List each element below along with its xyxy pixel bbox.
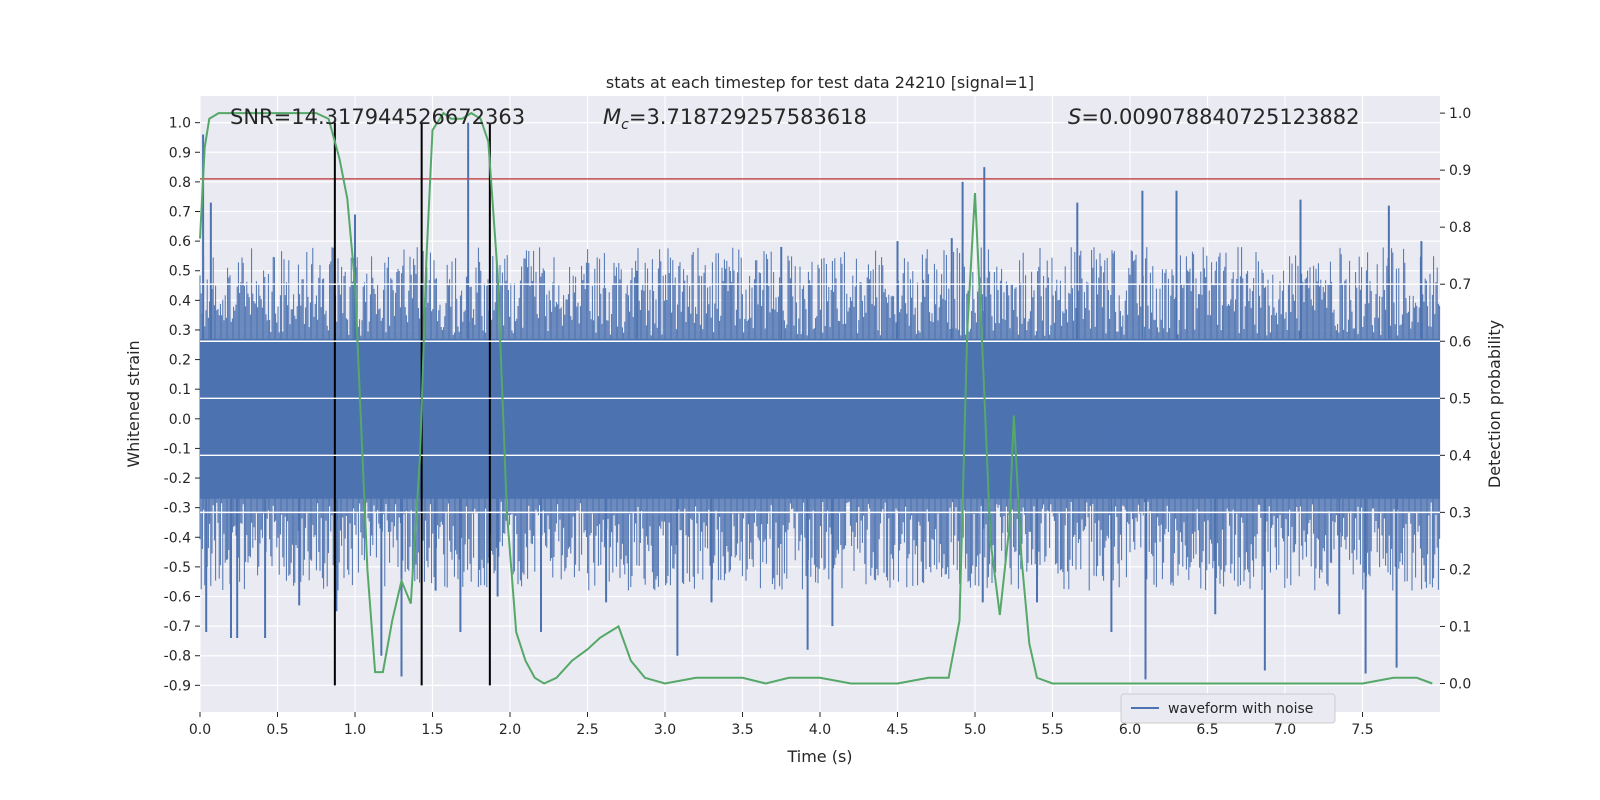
tick-label-y-left: -0.7 (164, 619, 191, 635)
tick-label-x: 0.0 (189, 722, 211, 738)
tick-label-y-left: 0.0 (169, 412, 191, 428)
tick-label-y-right: 0.2 (1449, 562, 1471, 578)
mc-value: 3.718729257583618 (646, 105, 866, 129)
tick-label-y-left: -0.3 (164, 501, 191, 517)
tick-label-y-right: 0.4 (1449, 448, 1471, 464)
right-axis-grid (200, 283, 1440, 514)
tick-label-y-left: -0.9 (164, 678, 191, 694)
tick-label-x: 7.0 (1274, 722, 1296, 738)
detection-probability-line (199, 111, 1433, 685)
tick-label-y-right: 0.7 (1449, 277, 1471, 293)
mc-annotation: Mc=3.718729257583618 (603, 105, 867, 133)
tick-label-y-right: 0.6 (1449, 334, 1471, 350)
waveform-series (199, 122, 1441, 680)
tick-label-x: 4.5 (886, 722, 908, 738)
snr-label: SNR (230, 105, 274, 129)
tick-label-y-right: 0.5 (1449, 391, 1471, 407)
tick-label-y-left: -0.5 (164, 560, 191, 576)
tick-label-y-left: 0.2 (169, 353, 191, 369)
x-axis-ticks: 0.0 0.5 1.0 1.5 2.0 2.5 3.0 3.5 4.0 4.5 5.0 5.5 6.0 6… (189, 712, 1374, 738)
tick-label-y-left: 0.4 (169, 293, 191, 309)
tick-label-x: 6.0 (1119, 722, 1141, 738)
x-axis-label: Time (s) (786, 747, 852, 766)
tick-label-y-right: 0.9 (1449, 163, 1471, 179)
legend-box (1120, 693, 1336, 724)
tick-label-x: 3.0 (654, 722, 676, 738)
tick-label-y-right: 1.0 (1449, 106, 1471, 122)
tick-label-y-right: 0.8 (1449, 220, 1471, 236)
tick-label-y-left: 0.3 (169, 323, 191, 339)
mc-subscript: c (621, 117, 629, 133)
tick-label-y-left: -0.6 (164, 590, 191, 606)
tick-label-y-left: 0.7 (169, 205, 191, 221)
tick-label-y-left: 1.0 (169, 116, 191, 132)
tick-label-x: 3.5 (731, 722, 753, 738)
tick-label-x: 5.0 (964, 722, 986, 738)
snr-value: 14.317944526672363 (291, 105, 525, 129)
tick-label-x: 4.0 (809, 722, 831, 738)
tick-label-y-left: 0.5 (169, 264, 191, 280)
tick-label-y-left: 0.9 (169, 145, 191, 161)
snr-annotation: SNR=14.317944526672363 (230, 105, 525, 129)
tick-label-y-left: 0.6 (169, 234, 191, 250)
tick-label-x: 6.5 (1196, 722, 1218, 738)
legend-entry-waveform: waveform with noise (1168, 701, 1313, 717)
tick-label-y-right: 0.1 (1449, 619, 1471, 635)
s-annotation: S=0.009078840725123882 (1068, 105, 1359, 129)
tick-label-x: 0.5 (266, 722, 288, 738)
tick-label-x: 2.0 (499, 722, 521, 738)
tick-label-y-left: 0.8 (169, 175, 191, 191)
tick-label-x: 5.5 (1041, 722, 1063, 738)
s-label: S (1068, 105, 1081, 129)
tick-label-x: 7.5 (1351, 722, 1373, 738)
legend: waveform with noise (1120, 693, 1336, 724)
chart-title: stats at each timestep for test data 242… (606, 73, 1034, 92)
y-left-axis-label: Whitened strain (124, 340, 143, 467)
tick-label-y-right: 0.0 (1449, 676, 1471, 692)
tick-label-y-left: -0.8 (164, 649, 191, 665)
y-left-axis-ticks: 1.0 0.9 0.8 0.7 0.6 0.5 0.4 0.3 0.2 0.1 0.0 -0.1 -0.… (164, 116, 200, 694)
y-right-axis-ticks: 1.0 0.9 0.8 0.7 0.6 0.5 0.4 0.3 0.2 0.1 0.0 (1440, 106, 1471, 692)
tick-label-y-left: -0.2 (164, 471, 191, 487)
tick-label-y-left: -0.1 (164, 441, 191, 457)
tick-label-y-left: -0.4 (164, 530, 191, 546)
mc-label: M (603, 105, 621, 129)
s-value: 0.009078840725123882 (1099, 105, 1360, 129)
tick-label-x: 2.5 (576, 722, 598, 738)
y-right-axis-label: Detection probability (1485, 320, 1504, 488)
tick-label-y-left: 0.1 (169, 382, 191, 398)
tick-label-x: 1.5 (421, 722, 443, 738)
tick-label-x: 1.0 (344, 722, 366, 738)
tick-label-y-right: 0.3 (1449, 505, 1471, 521)
